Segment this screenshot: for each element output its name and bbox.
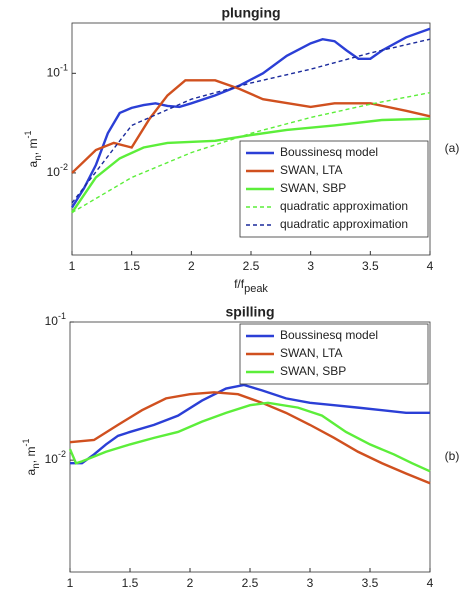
legend-label: SWAN, SBP	[280, 364, 346, 378]
x-tick-label: 4	[427, 576, 434, 590]
y-tick-label: 10-1	[45, 311, 66, 328]
series-line	[70, 27, 431, 209]
x-tick-label: 1.5	[123, 259, 140, 273]
x-tick-label: 3	[307, 576, 314, 590]
y-axis-label: an, m-1	[23, 131, 43, 168]
legend-label: Boussinesq model	[280, 328, 378, 342]
series-line	[70, 383, 430, 465]
x-tick-label: 2.5	[242, 576, 259, 590]
series-line	[71, 38, 431, 204]
y-axis-label: an, m-1	[21, 439, 41, 476]
series-line	[71, 117, 431, 214]
x-tick-label: 2	[187, 576, 194, 590]
x-axis-label: f/fpeak	[234, 277, 268, 295]
y-tick-label: 10-2	[47, 162, 68, 179]
x-tick-label: 4	[427, 259, 434, 273]
series-line	[71, 79, 431, 174]
x-tick-label: 2	[188, 259, 195, 273]
series-line	[69, 391, 431, 485]
legend-label: quadratic approximation	[280, 199, 408, 213]
legend-label: Boussinesq model	[280, 145, 378, 159]
x-tick-label: 1.5	[122, 576, 139, 590]
x-tick-label: 2.5	[243, 259, 260, 273]
panel-label: (a)	[445, 141, 460, 155]
x-tick-label: 3	[307, 259, 314, 273]
chart-title: plunging	[221, 5, 280, 21]
legend-label: SWAN, LTA	[280, 163, 342, 177]
y-tick-label: 10-2	[45, 450, 66, 467]
x-tick-label: 1	[67, 576, 74, 590]
x-tick-label: 3.5	[362, 259, 379, 273]
panel-label: (b)	[445, 449, 460, 463]
legend-label: SWAN, SBP	[280, 181, 346, 195]
x-tick-label: 1	[69, 259, 76, 273]
series-line	[71, 91, 431, 214]
chart-title: spilling	[226, 304, 275, 320]
y-tick-label: 10-1	[47, 63, 68, 80]
series-line	[68, 401, 431, 473]
x-tick-label: 3.5	[362, 576, 379, 590]
legend-label: SWAN, LTA	[280, 346, 342, 360]
legend-label: quadratic approximation	[280, 217, 408, 231]
